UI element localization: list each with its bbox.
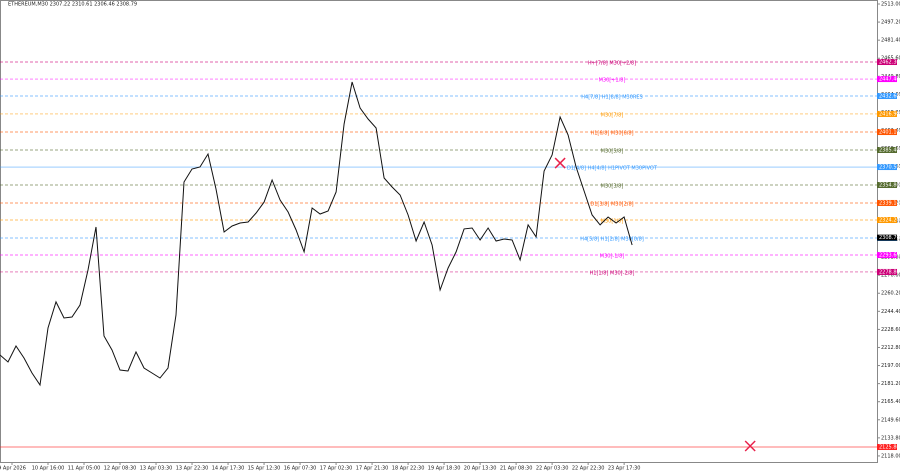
y-tick-label: 2497.20 bbox=[881, 20, 900, 26]
y-tick-label: 2181.20 bbox=[881, 381, 900, 387]
level-name: D1[4/8] H4[4/8] H1PIVOT M30PIVOT bbox=[567, 166, 658, 172]
price-line bbox=[0, 81, 633, 387]
x-tick-label: 13 Apr 22:30 bbox=[176, 466, 209, 472]
x-tick-label: 22 Apr 03:30 bbox=[536, 466, 569, 472]
x-tick-label: 12 Apr 08:30 bbox=[104, 466, 137, 472]
level-price-label: 2354.80 bbox=[879, 183, 900, 189]
y-tick-label: 2118.00 bbox=[881, 453, 900, 459]
level-price-label: 2432.60 bbox=[879, 93, 900, 99]
level-price-label: 2125.80 bbox=[879, 445, 900, 451]
x-tick-label: 17 Apr 21:30 bbox=[356, 466, 389, 472]
level-name: M30[7/8] bbox=[601, 112, 624, 118]
level-price-label: 2339.10 bbox=[879, 200, 900, 206]
level-price-box bbox=[877, 110, 897, 117]
level-name: H4[5/8] H1[2/8] M30[0/8] bbox=[580, 236, 644, 242]
level-price-label: 2370.50 bbox=[879, 165, 900, 171]
x-tick-label: 16 Apr 07:30 bbox=[284, 466, 317, 472]
current-price-label: 2308.79 bbox=[879, 235, 900, 241]
level-price-box bbox=[877, 199, 897, 206]
y-tick-label: 2481.40 bbox=[881, 38, 900, 44]
level-name: H4[7/8] H1[8/8] M30RES bbox=[581, 94, 642, 100]
y-tick-label: 2244.40 bbox=[881, 309, 900, 315]
level-price-label: 2447.40 bbox=[879, 77, 900, 83]
level-price-box bbox=[877, 252, 897, 259]
x-tick-label: 10 Apr 16:00 bbox=[32, 466, 65, 472]
level-name: M30[+1/8] bbox=[599, 78, 626, 84]
level-price-box bbox=[877, 164, 897, 171]
level-price-box bbox=[877, 268, 897, 275]
x-tick-label: 15 Apr 12:30 bbox=[248, 466, 281, 472]
cross-marker bbox=[744, 440, 756, 452]
level-price-label: 2401.10 bbox=[879, 130, 900, 136]
cross-stroke bbox=[744, 440, 756, 452]
level-price-box bbox=[877, 129, 897, 136]
x-tick-label: 17 Apr 02:30 bbox=[320, 466, 353, 472]
x-tick-label: 21 Apr 08:30 bbox=[500, 466, 533, 472]
level-price-label: 2293.60 bbox=[879, 253, 900, 259]
level-price-box bbox=[877, 146, 897, 153]
level-price-box bbox=[877, 59, 897, 66]
y-tick-label: 2212.80 bbox=[881, 345, 900, 351]
y-tick-label: 2228.60 bbox=[881, 327, 900, 333]
x-tick-label: 19 Apr 18:30 bbox=[428, 466, 461, 472]
plot-frame bbox=[0, 0, 878, 463]
x-tick-label: 13 Apr 03:30 bbox=[140, 466, 173, 472]
level-price-label: 2385.40 bbox=[879, 147, 900, 153]
level-price-label: 2462.30 bbox=[879, 60, 900, 66]
level-name: H+[7/8] M30[+2/8] bbox=[588, 61, 636, 67]
level-price-box bbox=[877, 444, 897, 451]
level-price-label: 2278.80 bbox=[879, 269, 900, 275]
x-tick-label: 14 Apr 17:30 bbox=[212, 466, 245, 472]
x-tick-label: 23 Apr 17:30 bbox=[608, 466, 641, 472]
x-tick-label: 20 Apr 13:30 bbox=[464, 466, 497, 472]
level-price-label: 2324.20 bbox=[879, 218, 900, 224]
y-tick-label: 2133.80 bbox=[881, 435, 900, 441]
level-price-box bbox=[877, 76, 897, 83]
y-tick-label: 2276.00 bbox=[881, 273, 900, 279]
level-name: D1[3/8] M30[2/8] bbox=[590, 201, 633, 207]
level-price-label: 2416.90 bbox=[879, 111, 900, 117]
level-price-box bbox=[877, 92, 897, 99]
chart-title: ETHEREUM,M30 2307.22 2310.61 2306.46 230… bbox=[8, 2, 137, 8]
level-name: H1[6/8] M30[6/8] bbox=[590, 131, 633, 137]
level-name: M30[-1/8] bbox=[600, 254, 624, 260]
x-tick-label: 18 Apr 22:30 bbox=[392, 466, 425, 472]
level-name: M30[3/8] bbox=[601, 184, 624, 190]
x-tick-label: 11 Apr 05:00 bbox=[68, 466, 101, 472]
y-tick-label: 2165.40 bbox=[881, 399, 900, 405]
level-name: H1[1/8] M30[-2/8] bbox=[590, 270, 635, 276]
y-tick-label: 2260.20 bbox=[881, 291, 900, 297]
y-tick-label: 2465.60 bbox=[881, 56, 900, 62]
cross-marker bbox=[554, 157, 566, 169]
y-tick-label: 2197.00 bbox=[881, 363, 900, 369]
y-tick-label: 2149.60 bbox=[881, 417, 900, 423]
x-tick-label: 9 Apr 2026 bbox=[0, 466, 26, 472]
level-name: M30[5/8] bbox=[601, 148, 624, 154]
cross-stroke bbox=[554, 157, 566, 169]
x-tick-label: 22 Apr 22:30 bbox=[572, 466, 605, 472]
level-name: M30[1/8] bbox=[601, 219, 624, 225]
level-price-box bbox=[877, 217, 897, 224]
current-price-box bbox=[877, 234, 897, 241]
y-tick-label: 2513.00 bbox=[881, 2, 900, 8]
level-price-box bbox=[877, 182, 897, 189]
